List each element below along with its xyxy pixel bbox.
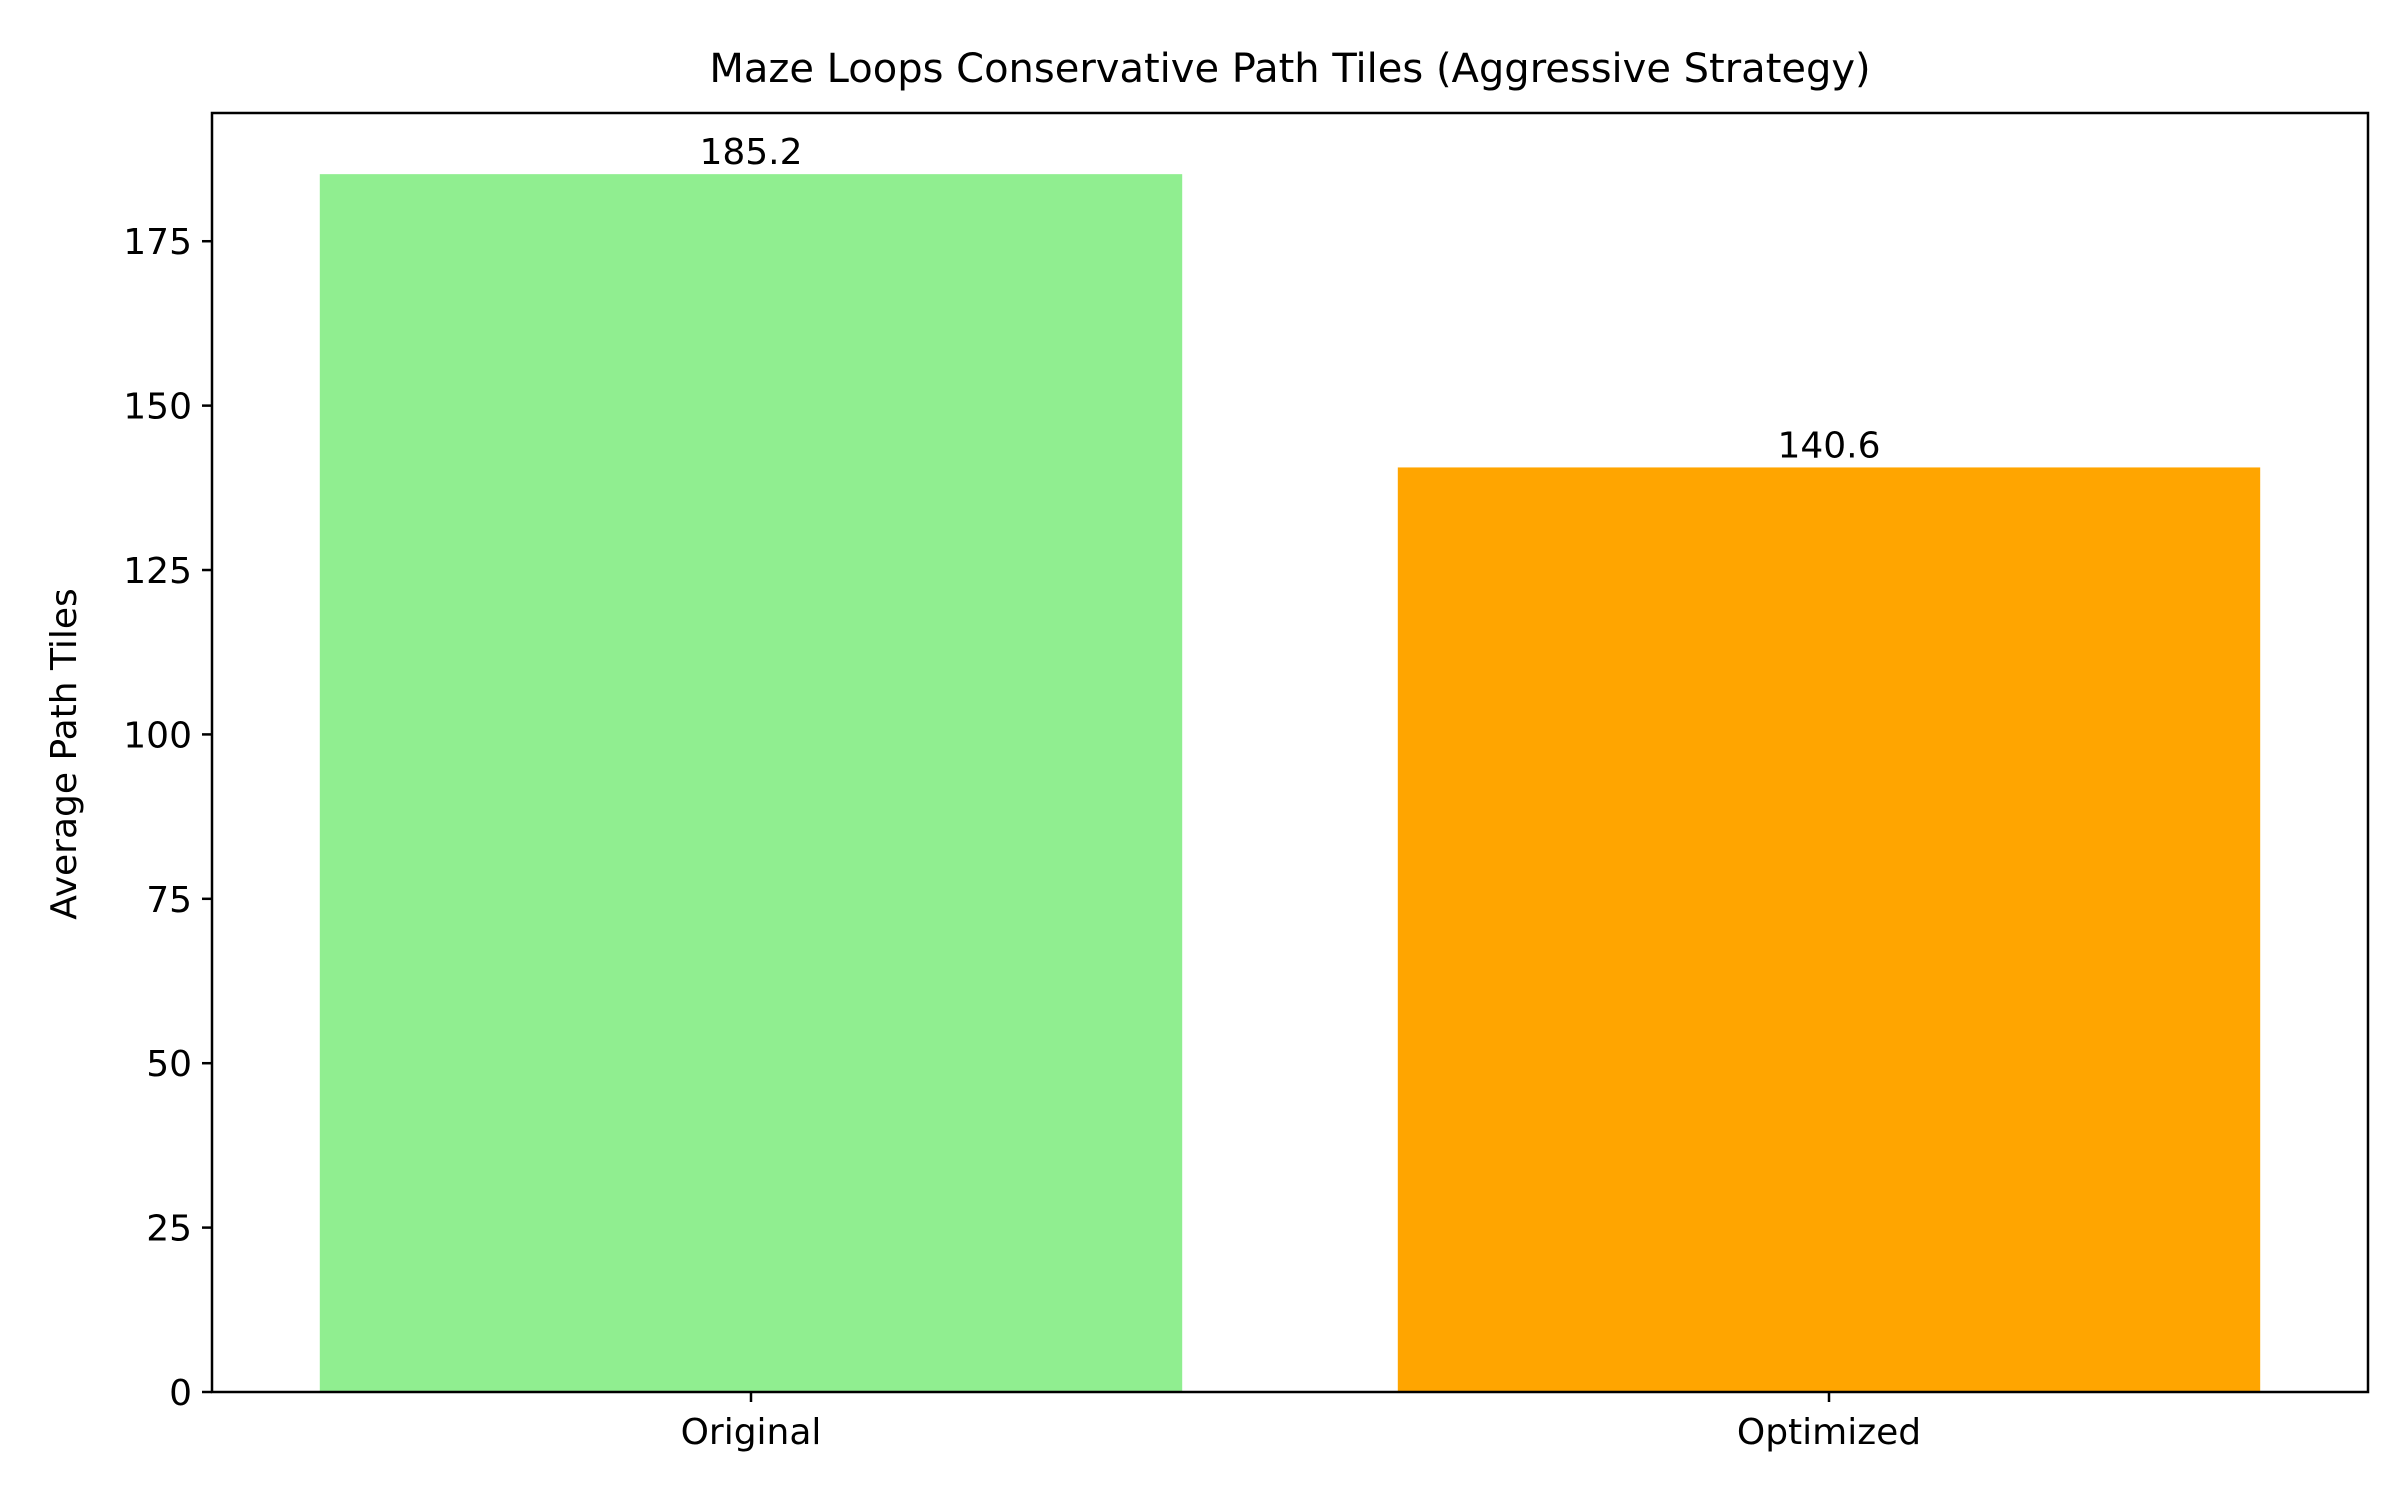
y-tick-label: 0 — [169, 1373, 192, 1414]
y-tick-label: 25 — [146, 1209, 192, 1250]
y-axis-label: Average Path Tiles — [44, 588, 85, 920]
y-tick-label: 75 — [146, 880, 192, 921]
x-tick-label: Original — [681, 1412, 822, 1453]
bar-original — [319, 174, 1183, 1392]
y-tick-label: 150 — [123, 387, 192, 428]
y-tick-label: 100 — [123, 715, 192, 756]
bar-value-labels: 185.2 140.6 — [699, 132, 1880, 466]
bar-optimized — [1397, 467, 2261, 1393]
bar-value-label-optimized: 140.6 — [1777, 425, 1880, 466]
bars-group — [319, 174, 2261, 1393]
x-axis-ticks: Original Optimized — [681, 1392, 1921, 1453]
y-tick-label: 175 — [123, 222, 192, 263]
x-tick-label: Optimized — [1737, 1412, 1921, 1453]
bar-value-label-original: 185.2 — [699, 132, 802, 173]
y-axis-ticks: 0 25 50 75 100 125 150 175 — [123, 222, 212, 1414]
y-tick-label: 50 — [146, 1044, 192, 1085]
plot-frame — [210, 111, 2370, 1394]
y-tick-label: 125 — [123, 551, 192, 592]
chart-title: Maze Loops Conservative Path Tiles (Aggr… — [709, 46, 1870, 92]
